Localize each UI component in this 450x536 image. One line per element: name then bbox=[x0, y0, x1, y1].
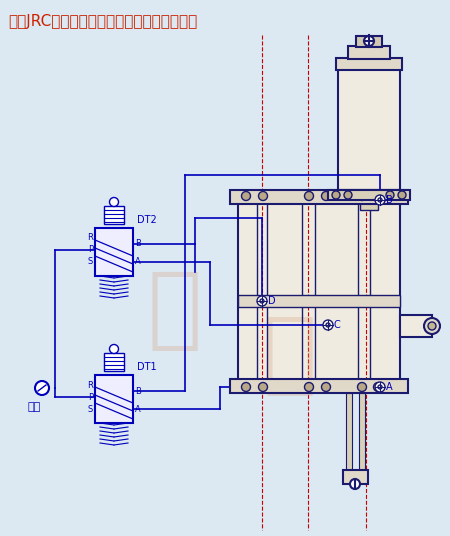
Text: DT2: DT2 bbox=[137, 215, 157, 225]
Bar bbox=[328, 190, 410, 200]
Bar bbox=[343, 470, 368, 484]
Circle shape bbox=[323, 320, 333, 330]
Text: P: P bbox=[88, 245, 93, 255]
Circle shape bbox=[375, 382, 385, 392]
Bar bbox=[238, 198, 400, 383]
Bar bbox=[360, 190, 378, 210]
Text: B: B bbox=[135, 386, 141, 396]
Text: A: A bbox=[135, 257, 141, 266]
Bar bbox=[346, 393, 352, 470]
Circle shape bbox=[374, 191, 382, 200]
Text: D: D bbox=[268, 296, 275, 306]
Bar bbox=[95, 375, 133, 423]
Bar bbox=[336, 58, 402, 70]
Bar bbox=[104, 206, 124, 224]
Circle shape bbox=[258, 383, 267, 391]
Text: R: R bbox=[87, 234, 93, 242]
Circle shape bbox=[428, 322, 436, 330]
Circle shape bbox=[378, 198, 382, 202]
Bar bbox=[104, 353, 124, 371]
Circle shape bbox=[357, 383, 366, 391]
Bar bbox=[230, 379, 408, 393]
Text: S: S bbox=[88, 405, 93, 413]
Circle shape bbox=[364, 36, 374, 46]
Circle shape bbox=[35, 381, 49, 395]
Bar bbox=[230, 190, 408, 204]
Text: C: C bbox=[334, 320, 341, 330]
Circle shape bbox=[305, 383, 314, 391]
Bar bbox=[359, 393, 365, 470]
Text: B: B bbox=[386, 195, 393, 205]
Bar bbox=[356, 36, 382, 47]
Circle shape bbox=[357, 191, 366, 200]
Circle shape bbox=[242, 383, 251, 391]
Circle shape bbox=[350, 479, 360, 489]
Circle shape bbox=[326, 323, 330, 327]
Text: P: P bbox=[88, 392, 93, 401]
Circle shape bbox=[424, 318, 440, 334]
Circle shape bbox=[386, 191, 394, 199]
Text: A: A bbox=[386, 382, 392, 392]
Circle shape bbox=[242, 191, 251, 200]
Circle shape bbox=[257, 296, 267, 306]
Bar bbox=[95, 228, 133, 276]
Bar bbox=[348, 46, 390, 59]
Circle shape bbox=[109, 197, 118, 206]
Text: A: A bbox=[135, 405, 141, 413]
Bar bbox=[338, 68, 400, 190]
Text: B: B bbox=[135, 240, 141, 249]
Circle shape bbox=[378, 385, 382, 389]
Text: 气源: 气源 bbox=[28, 402, 41, 412]
Text: S: S bbox=[88, 257, 93, 266]
Circle shape bbox=[109, 345, 118, 354]
Circle shape bbox=[374, 383, 382, 391]
Circle shape bbox=[305, 191, 314, 200]
Text: 玖容JRC总行程可调型气液增压缸气路连接图: 玖容JRC总行程可调型气液增压缸气路连接图 bbox=[8, 14, 197, 29]
Text: 容: 容 bbox=[263, 311, 317, 399]
Bar bbox=[400, 315, 432, 337]
Text: DT1: DT1 bbox=[137, 362, 157, 372]
Circle shape bbox=[321, 383, 330, 391]
Circle shape bbox=[375, 195, 385, 205]
Circle shape bbox=[258, 191, 267, 200]
Text: 玖: 玖 bbox=[148, 266, 202, 354]
Circle shape bbox=[344, 191, 352, 199]
Text: R: R bbox=[87, 381, 93, 390]
Bar bbox=[238, 295, 400, 307]
Circle shape bbox=[321, 191, 330, 200]
Circle shape bbox=[332, 191, 340, 199]
Circle shape bbox=[260, 299, 264, 303]
Circle shape bbox=[398, 191, 406, 199]
